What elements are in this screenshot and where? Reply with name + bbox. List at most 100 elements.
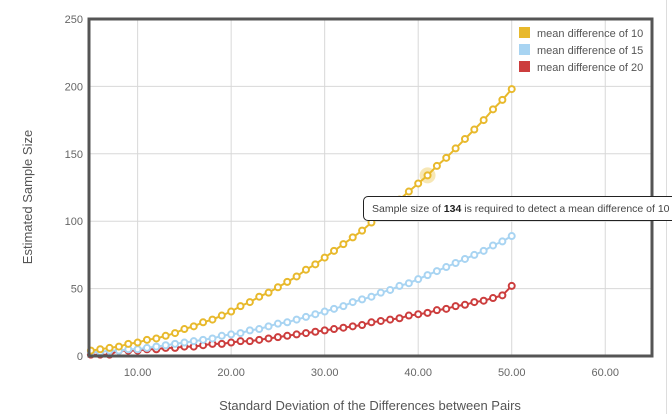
data-point[interactable]	[301, 265, 310, 274]
data-point[interactable]	[171, 329, 180, 338]
data-point[interactable]	[142, 343, 151, 352]
data-point[interactable]	[414, 310, 423, 319]
data-point[interactable]	[199, 318, 208, 327]
data-point[interactable]	[507, 85, 516, 94]
data-point[interactable]	[404, 311, 413, 320]
data-point[interactable]	[358, 320, 367, 329]
data-point[interactable]	[404, 187, 413, 196]
data-point[interactable]	[236, 302, 245, 311]
data-point[interactable]	[255, 292, 264, 301]
data-point[interactable]	[470, 125, 479, 134]
legend-item[interactable]: mean difference of 20	[519, 61, 643, 74]
data-point[interactable]	[227, 330, 236, 339]
data-point[interactable]	[348, 233, 357, 242]
data-point[interactable]	[442, 304, 451, 313]
data-point[interactable]	[236, 337, 245, 346]
data-point[interactable]	[320, 326, 329, 335]
data-point[interactable]	[273, 333, 282, 342]
data-point[interactable]	[348, 322, 357, 331]
data-point[interactable]	[442, 153, 451, 162]
data-point[interactable]	[152, 334, 161, 343]
data-point[interactable]	[386, 285, 395, 294]
data-point[interactable]	[133, 338, 142, 347]
data-point[interactable]	[395, 314, 404, 323]
data-point[interactable]	[339, 240, 348, 249]
data-point[interactable]	[367, 318, 376, 327]
data-point[interactable]	[189, 337, 198, 346]
data-point[interactable]	[283, 277, 292, 286]
data-point[interactable]	[358, 295, 367, 304]
data-point[interactable]	[479, 116, 488, 125]
data-point[interactable]	[217, 311, 226, 320]
data-point[interactable]	[311, 327, 320, 336]
data-point[interactable]	[339, 323, 348, 332]
data-point[interactable]	[227, 338, 236, 347]
data-point[interactable]	[367, 292, 376, 301]
data-point[interactable]	[255, 325, 264, 334]
data-point[interactable]	[217, 339, 226, 348]
data-point[interactable]	[479, 246, 488, 255]
data-point[interactable]	[339, 302, 348, 311]
data-point[interactable]	[489, 294, 498, 303]
legend-item[interactable]: mean difference of 10	[519, 27, 643, 40]
data-point[interactable]	[423, 308, 432, 317]
data-point[interactable]	[311, 310, 320, 319]
data-point[interactable]	[330, 304, 339, 313]
data-point[interactable]	[273, 283, 282, 292]
data-point[interactable]	[460, 254, 469, 263]
data-point[interactable]	[320, 253, 329, 262]
data-point[interactable]	[264, 334, 273, 343]
data-point[interactable]	[292, 330, 301, 339]
data-point[interactable]	[161, 341, 170, 350]
data-point[interactable]	[470, 298, 479, 307]
data-point[interactable]	[311, 260, 320, 269]
data-point[interactable]	[320, 307, 329, 316]
data-point[interactable]	[217, 331, 226, 340]
data-point[interactable]	[301, 329, 310, 338]
data-point[interactable]	[395, 281, 404, 290]
data-point[interactable]	[442, 263, 451, 272]
data-point[interactable]	[404, 279, 413, 288]
data-point[interactable]	[348, 298, 357, 307]
data-point[interactable]	[142, 335, 151, 344]
data-point[interactable]	[414, 179, 423, 188]
legend-item[interactable]: mean difference of 15	[519, 44, 643, 57]
data-point[interactable]	[376, 288, 385, 297]
data-point[interactable]	[245, 326, 254, 335]
data-point[interactable]	[199, 335, 208, 344]
data-point[interactable]	[227, 307, 236, 316]
data-point[interactable]	[273, 319, 282, 328]
data-point[interactable]	[171, 339, 180, 348]
data-point[interactable]	[507, 281, 516, 290]
data-point[interactable]	[451, 144, 460, 153]
data-point[interactable]	[498, 95, 507, 104]
data-point[interactable]	[479, 296, 488, 305]
data-point[interactable]	[489, 105, 498, 114]
data-point[interactable]	[283, 331, 292, 340]
data-point[interactable]	[498, 291, 507, 300]
data-point[interactable]	[489, 241, 498, 250]
data-point[interactable]	[180, 338, 189, 347]
data-point[interactable]	[423, 171, 432, 180]
data-point[interactable]	[432, 161, 441, 170]
data-point[interactable]	[245, 337, 254, 346]
data-point[interactable]	[152, 342, 161, 351]
data-point[interactable]	[386, 315, 395, 324]
data-point[interactable]	[432, 267, 441, 276]
data-point[interactable]	[292, 315, 301, 324]
data-point[interactable]	[245, 298, 254, 307]
data-point[interactable]	[460, 134, 469, 143]
data-point[interactable]	[330, 325, 339, 334]
data-point[interactable]	[264, 322, 273, 331]
data-point[interactable]	[133, 345, 142, 354]
data-point[interactable]	[124, 339, 133, 348]
data-point[interactable]	[451, 302, 460, 311]
data-point[interactable]	[255, 335, 264, 344]
data-point[interactable]	[432, 306, 441, 315]
data-point[interactable]	[189, 322, 198, 331]
data-point[interactable]	[236, 329, 245, 338]
data-point[interactable]	[208, 334, 217, 343]
data-point[interactable]	[330, 246, 339, 255]
data-point[interactable]	[208, 315, 217, 324]
data-point[interactable]	[414, 275, 423, 284]
